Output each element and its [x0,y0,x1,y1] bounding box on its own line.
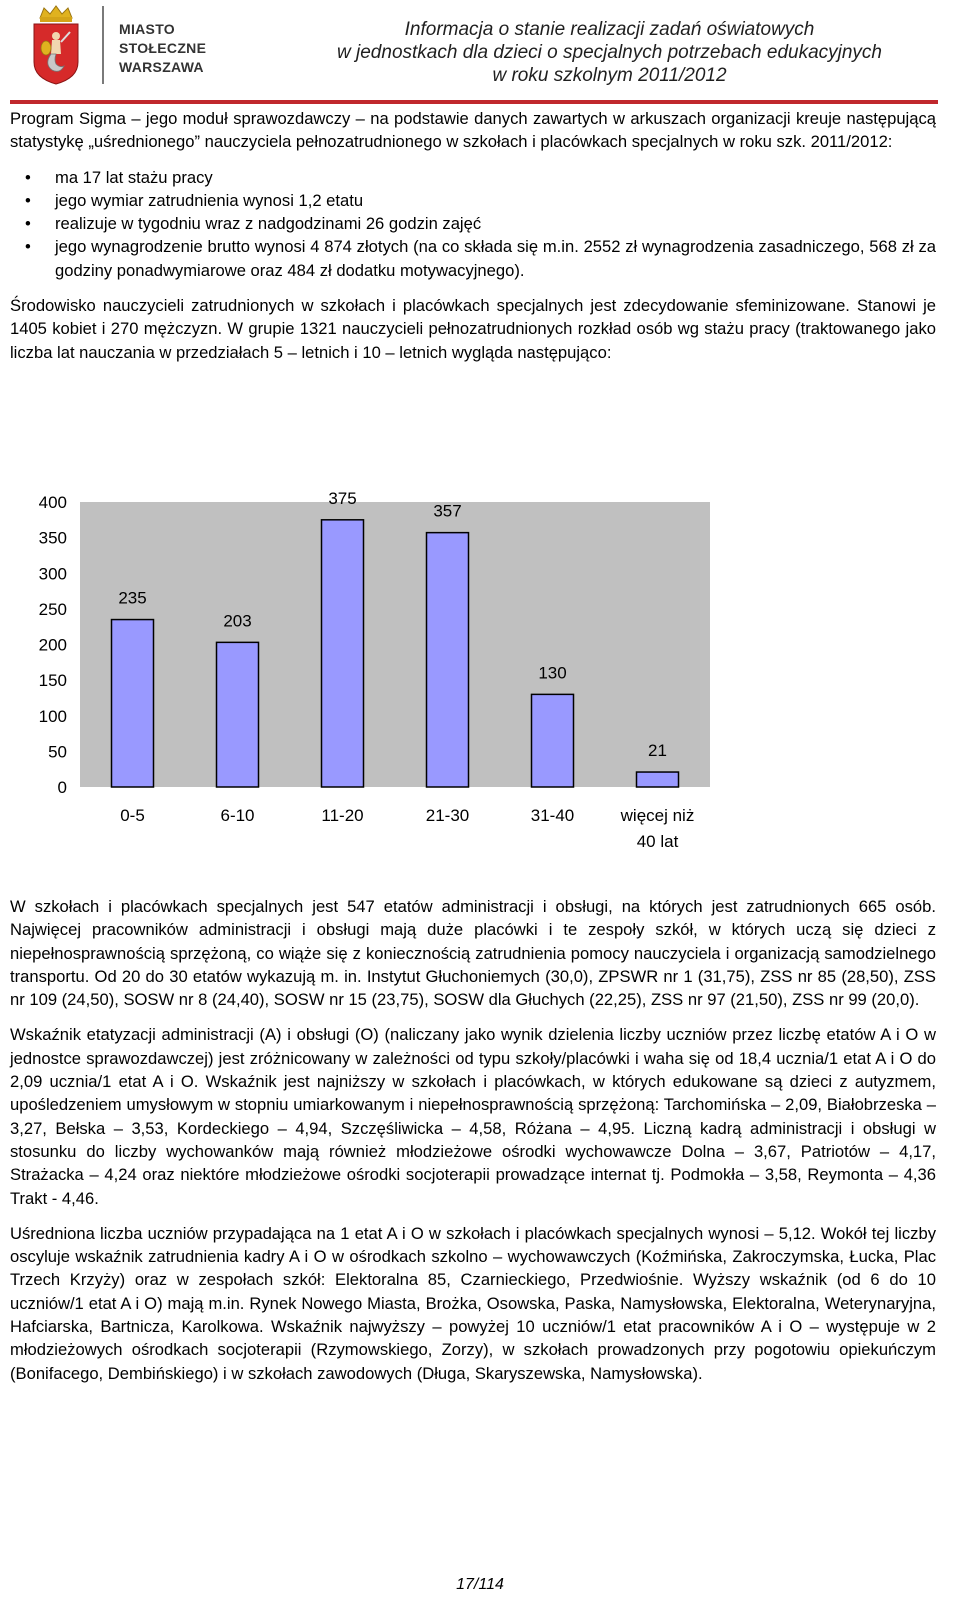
bullet-icon: • [25,237,31,257]
y-tick-label: 100 [39,707,67,726]
list-item: • jego wymiar zatrudnienia wynosi 1,2 eta… [10,189,936,212]
y-tick-label: 200 [39,636,67,655]
x-tick-label: 6-10 [220,806,254,825]
x-tick-label: 0-5 [120,806,145,825]
paragraph-gender: Środowisko nauczycieli zatrudnionych w s… [10,296,936,362]
list-item-text: jego wynagrodzenie brutto wynosi 4 874 z… [55,237,936,280]
data-label: 203 [223,611,251,630]
list-item-text: jego wymiar zatrudnienia wynosi 1,2 etat… [55,190,364,210]
plot-area: 235 203 375 357 130 21 [80,489,710,788]
bar [530,693,575,788]
logo-line: WARSZAWA [119,59,204,75]
title-line: Informacja o stanie realizacji zadań ośw… [404,19,815,40]
y-tick-label: 0 [58,778,67,797]
list-item: • realizuje w tygodniu wraz z nadgodzinam… [10,212,936,235]
bullet-icon: • [25,214,31,234]
list-item: • jego wynagrodzenie brutto wynosi 4 874 … [10,235,936,282]
bar [320,519,365,788]
header-rule [10,100,938,104]
logo-line: STOŁECZNE [119,40,207,56]
page-content-lower: W szkołach i placówkach specjalnych jest… [10,895,936,1385]
paragraph-admin-ratio: Wskaźnik etatyzacji administracji (A) i … [10,1025,936,1208]
bar [110,618,155,788]
bar [215,641,260,788]
list-item-text: ma 17 lat stażu pracy [55,167,213,187]
logo-wordmark: MIASTO STOŁECZNE WARSZAWA [119,20,206,77]
y-tick-labels: 0 50 100 150 200 250 300 350 400 [39,493,67,797]
y-tick-label: 300 [39,564,67,583]
page-number: 17/114 [456,1576,504,1593]
y-tick-label: 250 [39,600,67,619]
data-label: 235 [118,589,146,608]
data-label: 357 [433,502,461,521]
plot-background [80,502,710,787]
x-tick-label: 31-40 [531,806,574,825]
y-tick-label: 350 [39,529,67,548]
page-header: MIASTO STOŁECZNE WARSZAWA Informacja o s… [0,0,960,104]
intro-paragraph: Program Sigma – jego moduł sprawozdawczy… [10,109,936,152]
bar [635,771,680,788]
data-label: 21 [648,741,667,760]
paragraph-average-ratio: Uśredniona liczba uczniów przypadająca n… [10,1223,936,1383]
bullet-icon: • [25,190,31,210]
bullet-icon: • [25,167,31,187]
x-tick-label: 11-20 [321,806,363,825]
bar [425,531,470,788]
y-tick-label: 50 [48,742,67,761]
logo-line: MIASTO [119,21,175,37]
logo-divider [102,6,104,84]
document-title: Informacja o stanie realizacji zadań ośw… [337,18,882,87]
teacher-stats-list: • ma 17 lat stażu pracy • jego wymiar zatr… [10,166,936,282]
chart-svg: 0 50 100 150 200 250 300 350 400 235 203 375 357 130… [39,489,710,851]
warsaw-coat-of-arms-icon [33,5,79,85]
seniority-bar-chart: 0 50 100 150 200 250 300 350 400 235 203 375 357 130… [0,480,960,870]
x-tick-label: 21-30 [426,806,469,825]
y-tick-label: 150 [39,671,67,690]
title-line: w jednostkach dla dzieci o specjalnych p… [337,42,882,63]
page-content: Program Sigma – jego moduł sprawozdawczy… [10,107,936,364]
x-tick-label: 40 lat [637,832,679,851]
data-label: 375 [328,489,356,508]
data-label: 130 [538,663,566,682]
list-item-text: realizuje w tygodniu wraz z nadgodzinami… [55,214,482,234]
list-item: • ma 17 lat stażu pracy [10,166,936,189]
y-tick-label: 400 [39,493,67,512]
x-tick-label: więcej niż [620,806,695,825]
x-tick-labels: 0-5 6-10 11-20 21-30 31-40 więcej niż 40 lat [120,806,694,851]
title-line: w roku szkolnym 2011/2012 [492,65,727,86]
paragraph-admin-staff: W szkołach i placówkach specjalnych jest… [10,897,936,1010]
